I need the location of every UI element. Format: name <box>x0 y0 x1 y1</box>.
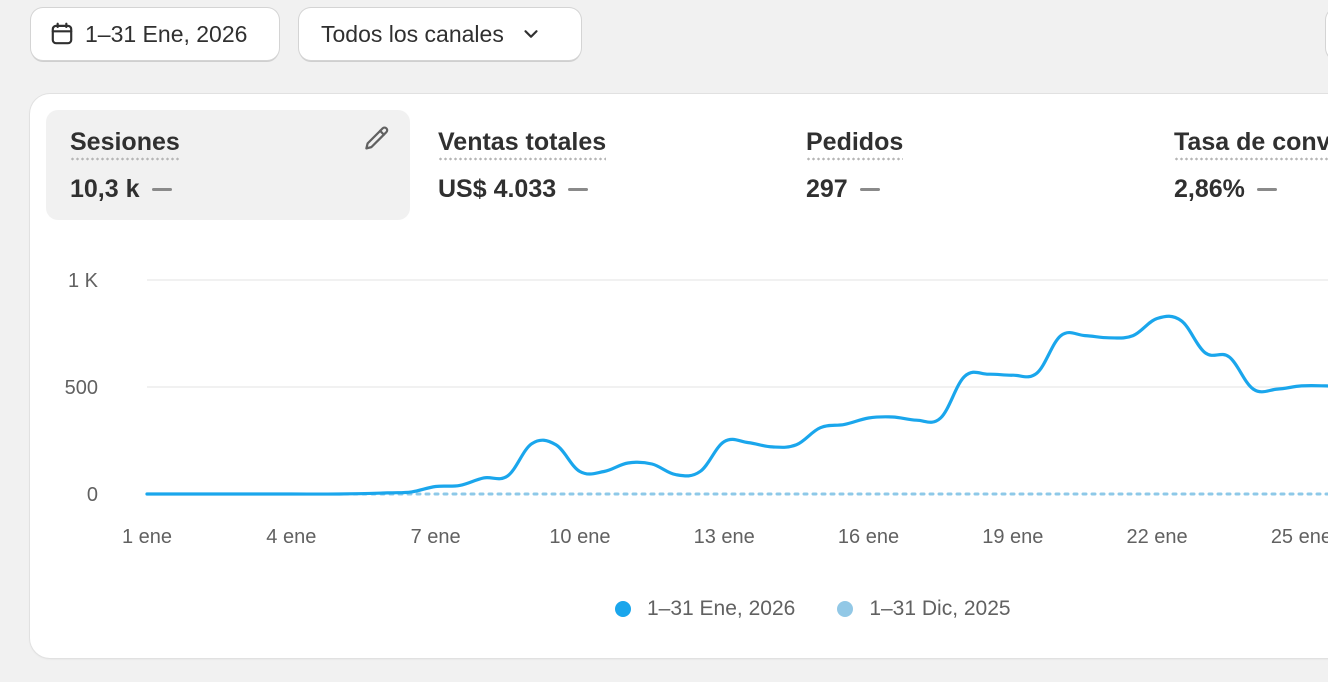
legend-dot-icon <box>837 601 854 617</box>
metric-value-text: 297 <box>806 175 848 203</box>
pencil-icon[interactable] <box>362 124 392 154</box>
metric-tile-conversion-rate[interactable]: Tasa de conv 2,86% <box>1150 110 1328 220</box>
x-tick-label: 10 ene <box>549 526 610 548</box>
chevron-down-icon <box>524 30 538 38</box>
metric-value: 297 <box>806 175 1122 204</box>
x-tick-label: 4 ene <box>266 526 316 548</box>
metric-label[interactable]: Sesiones <box>70 128 180 161</box>
metric-label[interactable]: Tasa de conv <box>1174 128 1328 161</box>
metric-label[interactable]: Pedidos <box>806 128 904 161</box>
x-tick-label: 1 ene <box>122 526 172 548</box>
metric-value: US$ 4.033 <box>438 175 754 204</box>
filter-toolbar: 1–31 Ene, 2026 Todos los canales <box>0 0 1328 80</box>
x-tick-label: 13 ene <box>694 526 755 548</box>
metric-label[interactable]: Ventas totales <box>438 128 607 161</box>
dash-icon <box>859 188 880 191</box>
dash-icon <box>1256 188 1277 191</box>
x-tick-label: 7 ene <box>411 526 461 548</box>
channel-select[interactable]: Todos los canales <box>299 8 581 60</box>
x-tick-label: 16 ene <box>838 526 899 548</box>
date-range-button[interactable]: 1–31 Ene, 2026 <box>31 8 279 60</box>
x-tick-label: 25 ene <box>1271 526 1328 548</box>
calendar-icon <box>51 22 73 45</box>
dash-icon <box>151 188 172 191</box>
series-line-current <box>145 314 1328 496</box>
metric-value: 10,3 k <box>70 175 386 204</box>
analytics-card: Sesiones 10,3 k Ventas totales US$ 4.033… <box>30 94 1328 658</box>
sessions-line-chart: 1 K 500 0 1 ene 4 ene 7 ene 10 ene 13 ene 16 ene… <box>65 270 1328 548</box>
channel-select-label: Todos los canales <box>321 20 504 47</box>
metric-value-text: US$ 4.033 <box>438 175 557 203</box>
legend-label: 1–31 Ene, 2026 <box>647 597 796 620</box>
y-tick-label: 0 <box>87 484 98 506</box>
y-tick-label: 500 <box>65 377 98 399</box>
x-tick-label: 22 ene <box>1127 526 1188 548</box>
metric-tile-orders[interactable]: Pedidos 297 <box>782 110 1146 220</box>
chart-legend: 1–31 Ene, 2026 1–31 Dic, 2025 <box>615 597 1011 621</box>
legend-label: 1–31 Dic, 2025 <box>869 597 1011 620</box>
legend-dot-icon <box>615 601 631 617</box>
x-tick-label: 19 ene <box>982 526 1043 548</box>
dash-icon <box>568 188 589 191</box>
date-range-label: 1–31 Ene, 2026 <box>85 20 248 47</box>
toolbar-overflow-button[interactable] <box>1326 8 1328 60</box>
metric-value: 2,86% <box>1174 175 1328 204</box>
metric-tile-total-sales[interactable]: Ventas totales US$ 4.033 <box>414 110 778 220</box>
metric-tile-sessions[interactable]: Sesiones 10,3 k <box>46 110 410 220</box>
legend-item-current[interactable]: 1–31 Ene, 2026 <box>615 597 795 621</box>
metric-value-text: 2,86% <box>1174 175 1245 203</box>
legend-item-previous[interactable]: 1–31 Dic, 2025 <box>837 597 1011 621</box>
metric-value-text: 10,3 k <box>70 175 140 203</box>
y-tick-label: 1 K <box>68 270 99 292</box>
